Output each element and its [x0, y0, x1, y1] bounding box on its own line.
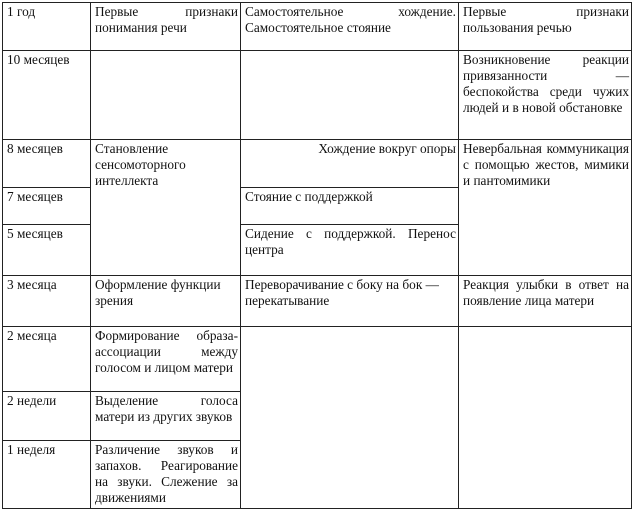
age-cell: 7 месяцев — [2, 187, 91, 225]
cognition-cell: Выделение голоса матери из других звуков — [90, 391, 241, 441]
age-cell: 10 месяцев — [2, 50, 91, 140]
age-cell: 1 год — [2, 2, 91, 51]
motor-cell: Хождение вокруг опоры — [240, 139, 459, 188]
social-cell: Возникновение реакции привязанности — бе… — [458, 50, 632, 140]
cognition-cell: Первые признаки понимания речи — [90, 2, 241, 51]
age-cell: 2 месяца — [2, 326, 91, 392]
motor-cell — [240, 326, 459, 509]
motor-cell — [240, 50, 459, 140]
cognition-cell: Формирование образа-ассоциации между гол… — [90, 326, 241, 392]
cognition-cell: Становление сенсомоторного интеллекта — [90, 139, 241, 276]
age-cell: 5 месяцев — [2, 224, 91, 276]
cognition-cell: Оформление функции зрения — [90, 275, 241, 327]
motor-cell: Стояние с поддержкой — [240, 187, 459, 225]
cognition-cell: Различение звуков и запахов. Реагировани… — [90, 440, 241, 509]
social-cell: Первые признаки пользования речью — [458, 2, 632, 51]
age-cell: 2 недели — [2, 391, 91, 441]
social-cell: Невербальная коммуникация с помощью жест… — [458, 139, 632, 276]
age-cell: 1 неделя — [2, 440, 91, 509]
motor-cell: Переворачивание с боку на бок — перекаты… — [240, 275, 459, 327]
social-cell — [458, 326, 632, 509]
motor-cell: Сидение с поддержкой. Перенос центра — [240, 224, 459, 276]
age-cell: 8 месяцев — [2, 139, 91, 188]
cognition-cell — [90, 50, 241, 140]
social-cell: Реакция улыбки в ответ на появление лица… — [458, 275, 632, 327]
age-cell: 3 месяца — [2, 275, 91, 327]
motor-cell: Самостоятельное хождение. Самостоятельно… — [240, 2, 459, 51]
